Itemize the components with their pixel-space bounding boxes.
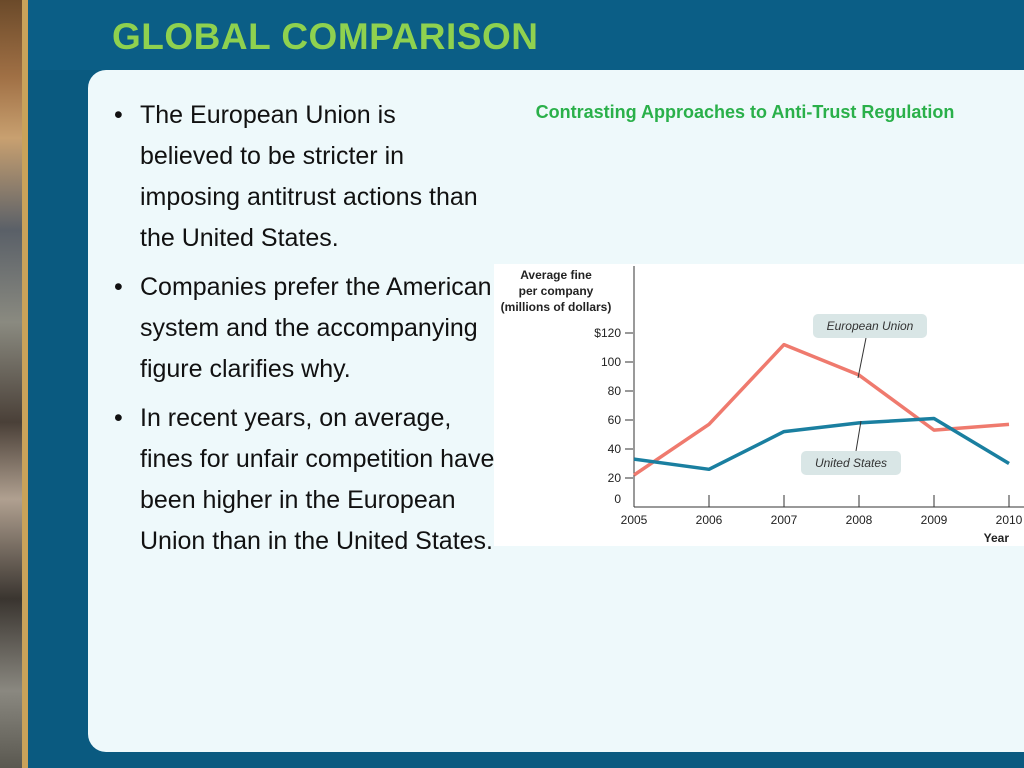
photo-edge-border	[22, 0, 28, 768]
series-line-united-states	[633, 416, 1010, 472]
bullet-item: • Companies prefer the American system an…	[110, 267, 495, 390]
y-axis-label: Average fine	[520, 268, 592, 282]
european-union-callout-leader-line	[857, 337, 867, 379]
bullet-text: The European Union is believed to be str…	[140, 101, 478, 252]
y-axis-label: (millions of dollars)	[501, 300, 612, 314]
x-tick-label: 2006	[696, 513, 723, 527]
united-states-callout-label: United States	[815, 456, 887, 470]
background-photo-strip	[0, 0, 22, 768]
bullet-text: Companies prefer the American system and…	[140, 273, 492, 383]
bullet-dot-icon: •	[114, 101, 123, 129]
united-states-callout-leader-line	[855, 420, 862, 452]
bullet-list: • The European Union is believed to be st…	[110, 95, 495, 570]
chart-title: Contrasting Approaches to Anti-Trust Reg…	[535, 102, 955, 122]
bullet-dot-icon: •	[114, 404, 123, 432]
bullet-text: In recent years, on average, fines for u…	[140, 404, 495, 555]
slide-title: GLOBAL COMPARISON	[112, 16, 539, 57]
x-tick-label: 2007	[771, 513, 798, 527]
united-states-callout-label-box	[801, 451, 901, 475]
chart-container: Average fine per company (millions of doll…	[494, 264, 1024, 546]
european-union-callout-label: European Union	[827, 319, 914, 333]
x-tick-label: 2008	[846, 513, 873, 527]
x-axis-label: Year	[984, 531, 1010, 545]
x-tick-label: 2009	[921, 513, 948, 527]
y-tick-label: $120	[594, 326, 621, 340]
line-chart: Average fine per company (millions of doll…	[501, 266, 1024, 545]
bullet-item: • In recent years, on average, fines for …	[110, 398, 495, 562]
european-union-callout-label-box	[813, 314, 927, 338]
y-tick-label: 20	[608, 471, 622, 485]
y-tick-label: 80	[608, 384, 622, 398]
y-tick-label: 0	[614, 492, 621, 506]
x-tick-label: 2010	[996, 513, 1023, 527]
bullet-dot-icon: •	[114, 273, 123, 301]
x-tick-label: 2005	[621, 513, 648, 527]
y-tick-label: 40	[608, 442, 622, 456]
y-axis-label: per company	[519, 284, 594, 298]
title-bar	[28, 0, 1024, 70]
y-tick-label: 60	[608, 413, 622, 427]
y-tick-label: 100	[601, 355, 621, 369]
bullet-item: • The European Union is believed to be st…	[110, 95, 495, 259]
series-line-european-union	[633, 342, 1010, 477]
